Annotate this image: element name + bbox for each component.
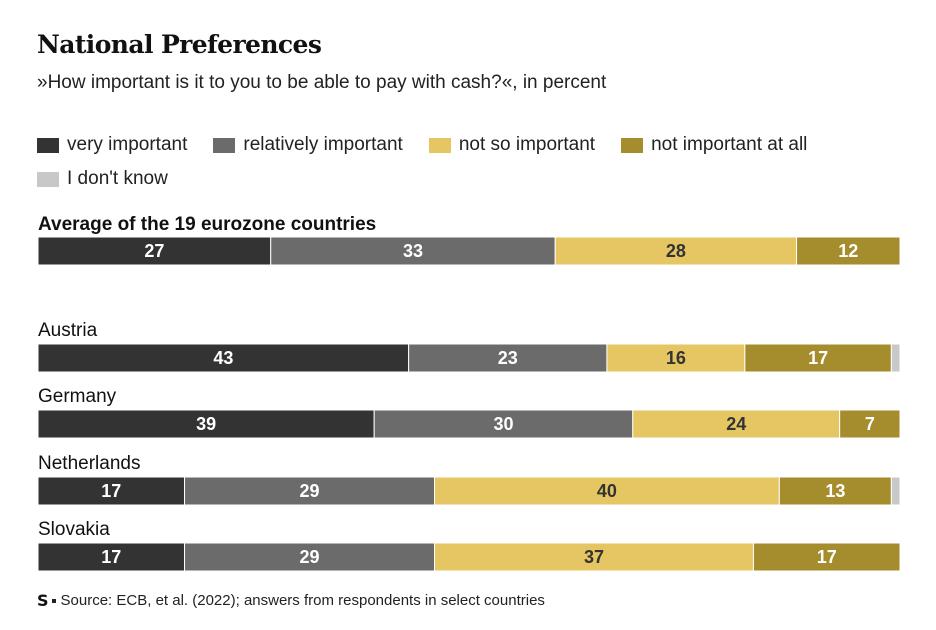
legend-item-relatively-important: relatively important: [213, 134, 403, 156]
bar-segment: [744, 343, 892, 373]
bar-segment: [270, 236, 556, 266]
bar-segment: [434, 476, 780, 506]
data-label: 29: [300, 481, 320, 501]
source-note: S Source: ECB, et al. (2022); answers fr…: [37, 591, 545, 610]
bar-segment: [408, 343, 608, 373]
legend-label: relatively important: [243, 134, 403, 155]
legend-item-not-important-at-all: not important at all: [621, 134, 807, 156]
bar-segment: [890, 476, 901, 506]
category-label: Germany: [38, 386, 117, 407]
bar-segment: [37, 542, 186, 572]
source-text: Source: ECB, et al. (2022); answers from…: [60, 592, 545, 609]
legend-swatch: [428, 137, 451, 153]
data-label: 24: [726, 414, 746, 434]
legend-swatch: [213, 137, 236, 153]
data-label: 40: [597, 481, 617, 501]
legend: very important relatively important not …: [37, 134, 907, 190]
separator-dot: [51, 598, 56, 603]
bar-segment: [839, 409, 901, 439]
data-label: 12: [838, 241, 858, 261]
category-label: Slovakia: [38, 519, 110, 540]
data-label: 17: [817, 547, 837, 567]
category-label: Austria: [38, 320, 98, 341]
category-label: Netherlands: [38, 453, 140, 474]
data-label: 17: [101, 481, 121, 501]
legend-item-very-important: very important: [37, 134, 187, 156]
chart-subtitle: »How important is it to you to be able t…: [37, 72, 607, 93]
data-label: 17: [808, 348, 828, 368]
bar-segment: [37, 409, 375, 439]
legend-label: very important: [67, 134, 188, 155]
bar-segment: [37, 343, 410, 373]
data-label: 27: [144, 241, 164, 261]
data-label: 30: [493, 414, 513, 434]
data-label: 17: [101, 547, 121, 567]
data-label: 28: [666, 241, 686, 261]
bar-segment: [184, 476, 436, 506]
data-label: 7: [865, 414, 875, 434]
category-label: Average of the 19 eurozone countries: [38, 214, 376, 235]
bar-segment: [796, 236, 901, 266]
legend-label: not important at all: [651, 134, 808, 155]
bar-segment: [184, 542, 436, 572]
legend-swatch: [621, 137, 644, 153]
legend-swatch: [37, 137, 59, 153]
bar-segment: [606, 343, 746, 373]
legend-item-not-so-important: not so important: [428, 134, 596, 156]
bar-segment: [890, 343, 901, 373]
data-label: 13: [825, 481, 845, 501]
data-label: 29: [300, 547, 320, 567]
bar-segment: [778, 476, 892, 506]
publisher-logo: S: [37, 591, 49, 610]
chart-title: National Preferences: [37, 30, 322, 59]
legend-label: not so important: [458, 134, 596, 155]
bar-segment: [752, 542, 901, 572]
bar-segment: [373, 409, 634, 439]
data-label: 37: [584, 547, 604, 567]
data-label: 23: [498, 348, 518, 368]
data-label: 16: [666, 348, 686, 368]
data-label: 39: [196, 414, 216, 434]
legend-label: I don't know: [67, 168, 168, 189]
legend-item-dont-know: I don't know: [37, 168, 168, 190]
legend-swatch: [37, 171, 59, 187]
data-label: 33: [403, 241, 423, 261]
data-label: 43: [213, 348, 233, 368]
